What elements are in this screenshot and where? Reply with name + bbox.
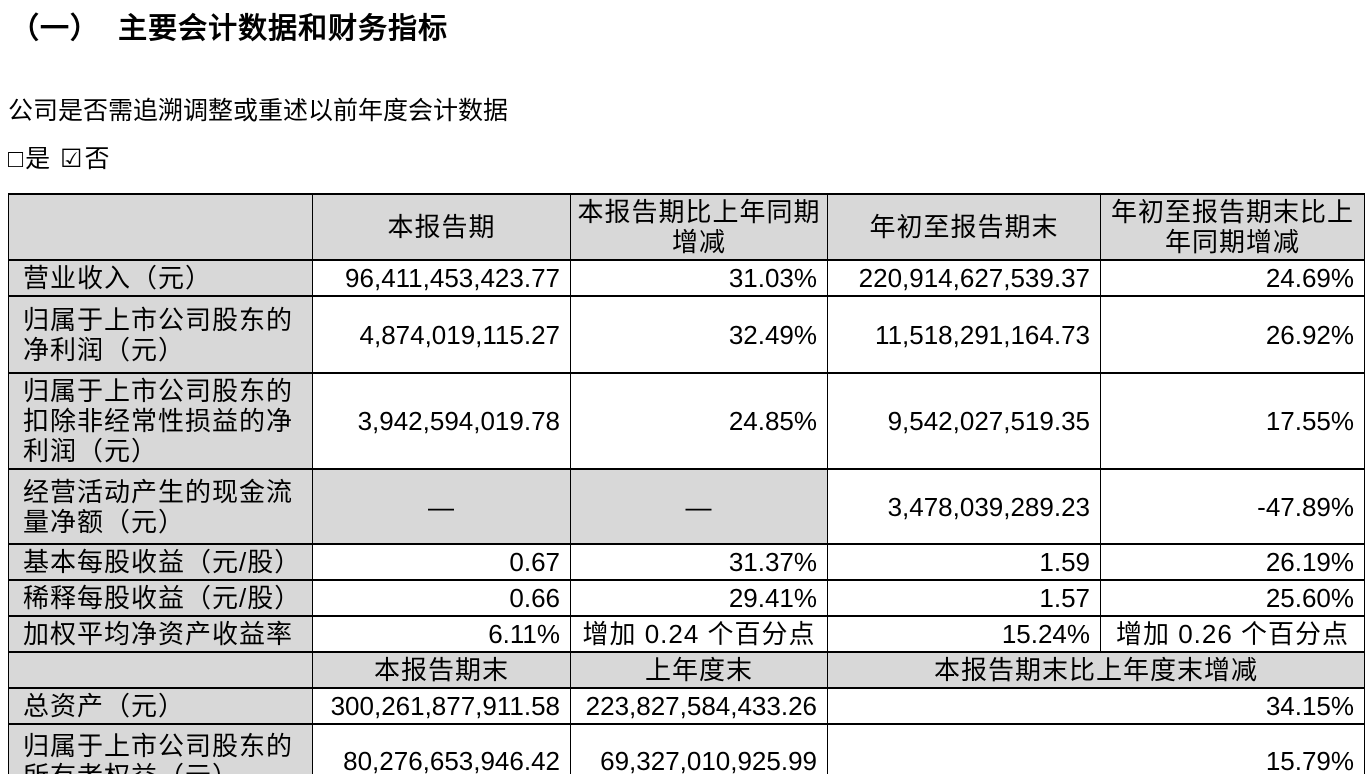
cell-value: 3,478,039,289.23 — [827, 468, 1101, 545]
checkbox-yes: □是 — [8, 145, 50, 173]
cell-value: 96,411,453,423.77 — [312, 259, 571, 297]
cell-value: 220,914,627,539.37 — [827, 259, 1101, 297]
financial-indicators-table: 本报告期 本报告期比上年同期增减 年初至报告期末 年初至报告期末比上年同期增减 … — [8, 193, 1365, 774]
row-label: 经营活动产生的现金流量净额（元） — [8, 468, 313, 545]
cell-value: 31.37% — [570, 543, 828, 581]
cell-value: 1.59 — [827, 543, 1101, 581]
cell-value: 26.19% — [1100, 543, 1365, 581]
cell-value: 增加 0.26 个百分点 — [1100, 615, 1365, 653]
row-label: 归属于上市公司股东的净利润（元） — [8, 295, 313, 374]
document-page: （一） 主要会计数据和财务指标 公司是否需追溯调整或重述以前年度会计数据 □是 ☑… — [0, 10, 1372, 774]
subheader-change-vs-last-year-end: 本报告期末比上年度末增减 — [827, 651, 1365, 689]
cell-value: 0.67 — [312, 543, 571, 581]
table-row-diluted-eps: 稀释每股收益（元/股） 0.66 29.41% 1.57 25.60% — [8, 579, 1365, 617]
cell-value: 4,874,019,115.27 — [312, 295, 571, 374]
subheader-end-of-period: 本报告期末 — [312, 651, 571, 689]
cell-value: 26.92% — [1100, 295, 1365, 374]
cell-value: 1.57 — [827, 579, 1101, 617]
cell-value: 9,542,027,519.35 — [827, 372, 1101, 470]
header-current-period-yoy-change: 本报告期比上年同期增减 — [570, 193, 828, 261]
cell-dash: — — [570, 468, 828, 545]
table-row-total-assets: 总资产（元） 300,261,877,911.58 223,827,584,43… — [8, 687, 1365, 725]
section-title: （一） 主要会计数据和财务指标 — [10, 13, 449, 45]
cell-value: 34.15% — [827, 687, 1365, 725]
table-row-operating-cash-flow: 经营活动产生的现金流量净额（元） — — 3,478,039,289.23 -4… — [8, 468, 1365, 545]
row-label: 总资产（元） — [8, 687, 313, 725]
cell-value: 11,518,291,164.73 — [827, 295, 1101, 374]
cell-value: 增加 0.24 个百分点 — [570, 615, 828, 653]
cell-dash: — — [312, 468, 571, 545]
table-row-weighted-avg-roe: 加权平均净资产收益率 6.11% 增加 0.24 个百分点 15.24% 增加 … — [8, 615, 1365, 653]
row-label: 归属于上市公司股东的扣除非经常性损益的净利润（元） — [8, 372, 313, 470]
table-row-owners-equity: 归属于上市公司股东的所有者权益（元） 80,276,653,946.42 69,… — [8, 723, 1365, 774]
cell-value: 31.03% — [570, 259, 828, 297]
cell-value: 24.69% — [1100, 259, 1365, 297]
table-header-row: 本报告期 本报告期比上年同期增减 年初至报告期末 年初至报告期末比上年同期增减 — [8, 193, 1365, 261]
cell-value: 3,942,594,019.78 — [312, 372, 571, 470]
header-ytd-yoy-change: 年初至报告期末比上年同期增减 — [1100, 193, 1365, 261]
cell-value: 25.60% — [1100, 579, 1365, 617]
header-blank — [8, 193, 313, 261]
row-label: 归属于上市公司股东的所有者权益（元） — [8, 723, 313, 774]
cell-value: 15.79% — [827, 723, 1365, 774]
checkbox-no-label: 否 — [84, 145, 110, 173]
cell-value: 24.85% — [570, 372, 828, 470]
checkbox-yes-label: 是 — [25, 145, 51, 173]
cell-value: 223,827,584,433.26 — [570, 687, 828, 725]
cell-value: 29.41% — [570, 579, 828, 617]
checkbox-no: ☑否 — [60, 145, 109, 173]
row-label: 稀释每股收益（元/股） — [8, 579, 313, 617]
subheader-blank — [8, 651, 313, 689]
subheader-end-of-last-year: 上年度末 — [570, 651, 828, 689]
checkbox-unchecked-icon: □ — [8, 145, 24, 173]
cell-value: -47.89% — [1100, 468, 1365, 545]
restatement-answer: □是 ☑否 — [8, 143, 1372, 176]
row-label: 基本每股收益（元/股） — [8, 543, 313, 581]
cell-value: 0.66 — [312, 579, 571, 617]
header-ytd: 年初至报告期末 — [827, 193, 1101, 261]
table-row-net-profit-excl-nonrecurring: 归属于上市公司股东的扣除非经常性损益的净利润（元） 3,942,594,019.… — [8, 372, 1365, 470]
table-row-operating-revenue: 营业收入（元） 96,411,453,423.77 31.03% 220,914… — [8, 259, 1365, 297]
row-label: 加权平均净资产收益率 — [8, 615, 313, 653]
table-row-basic-eps: 基本每股收益（元/股） 0.67 31.37% 1.59 26.19% — [8, 543, 1365, 581]
cell-value: 300,261,877,911.58 — [312, 687, 571, 725]
restatement-question: 公司是否需追溯调整或重述以前年度会计数据 — [8, 97, 509, 125]
cell-value: 6.11% — [312, 615, 571, 653]
table-subheader-row: 本报告期末 上年度末 本报告期末比上年度末增减 — [8, 651, 1365, 689]
header-current-period: 本报告期 — [312, 193, 571, 261]
cell-value: 69,327,010,925.99 — [570, 723, 828, 774]
cell-value: 17.55% — [1100, 372, 1365, 470]
table-row-net-profit: 归属于上市公司股东的净利润（元） 4,874,019,115.27 32.49%… — [8, 295, 1365, 374]
cell-value: 80,276,653,946.42 — [312, 723, 571, 774]
cell-value: 15.24% — [827, 615, 1101, 653]
checkbox-checked-icon: ☑ — [60, 145, 83, 173]
cell-value: 32.49% — [570, 295, 828, 374]
row-label: 营业收入（元） — [8, 259, 313, 297]
